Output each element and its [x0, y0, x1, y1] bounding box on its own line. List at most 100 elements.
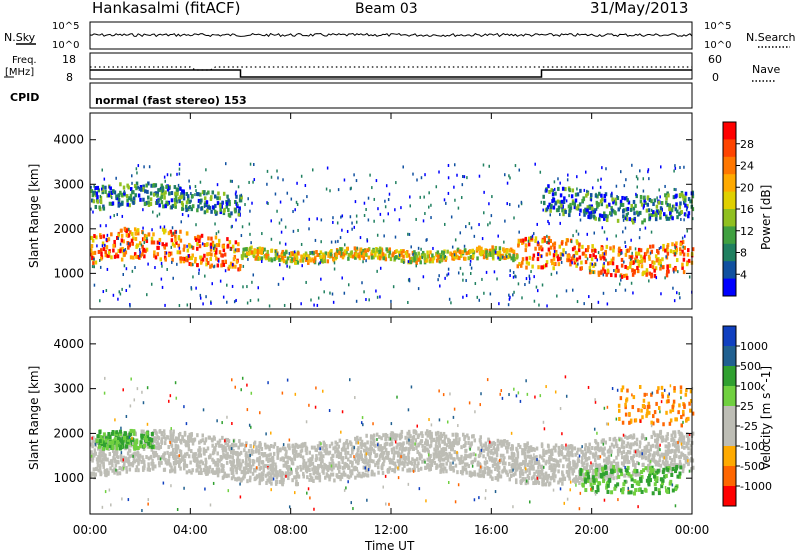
power-cell: [651, 244, 655, 249]
velocity-cell: [187, 443, 190, 448]
velocity-cell: [99, 472, 103, 477]
velocity-cell: [458, 437, 461, 442]
power-cell: [282, 277, 285, 281]
power-cell: [496, 252, 500, 257]
power-cell: [646, 202, 650, 207]
power-cell: [343, 249, 347, 254]
power-cell: [614, 211, 617, 216]
velocity-cell: [406, 462, 409, 467]
velocity-cell: [521, 469, 524, 474]
power-cell: [131, 241, 134, 246]
velocity-cell: [634, 440, 637, 445]
velocity-cell: [105, 468, 109, 473]
velocity-cell: [544, 461, 548, 466]
velocity-cell: [137, 468, 140, 473]
power-cell: [158, 241, 161, 245]
velocity-cell: [204, 460, 208, 465]
power-cell: [186, 258, 189, 263]
power-cell: [536, 257, 540, 262]
power-cell: [594, 210, 597, 214]
velocity-cell: [394, 436, 398, 441]
velocity-cell: [171, 447, 175, 452]
velocity-cell: [496, 477, 500, 482]
power-cell: [94, 260, 98, 265]
velocity-cell: [359, 436, 362, 441]
power-cell: [115, 176, 117, 180]
power-cell: [601, 166, 603, 170]
velocity-cell: [530, 448, 533, 453]
power-cell: [570, 256, 574, 261]
power-cell: [531, 264, 534, 269]
power-cell: [649, 216, 652, 220]
power-cell: [99, 299, 101, 303]
velocity-cell: [270, 475, 273, 480]
power-cell: [143, 241, 146, 245]
power-cell: [635, 175, 638, 179]
velocity-cell: [554, 463, 557, 468]
power-cell: [559, 212, 561, 216]
velocity-cell: [232, 443, 236, 448]
velocity-cell: [226, 443, 230, 448]
power-cell: [135, 244, 138, 249]
velocity-cell: [656, 433, 659, 438]
velocity-cell: [232, 467, 235, 472]
velocity-cell: [356, 435, 359, 440]
power-cell: [623, 196, 627, 201]
velocity-cell: [167, 445, 170, 450]
power-cell: [156, 240, 160, 245]
velocity-cell: [654, 462, 658, 467]
range-tick-label: 3000: [53, 177, 84, 191]
power-cell: [123, 226, 127, 231]
velocity-cell: [528, 471, 531, 476]
power-cell: [213, 265, 215, 269]
velocity-cell: [596, 463, 599, 468]
power-cell: [573, 202, 576, 207]
freq-label-1: Freq.: [12, 55, 37, 66]
power-cell: [186, 194, 190, 199]
power-cell: [639, 254, 643, 259]
power-cell: [576, 187, 578, 191]
velocity-cell: [337, 461, 341, 466]
velocity-cell: [213, 447, 216, 452]
velocity-cell: [90, 471, 94, 476]
power-cell: [435, 253, 439, 258]
velocity-cell: [257, 444, 261, 449]
velocity-cell: [616, 461, 620, 466]
velocity-cell: [221, 435, 224, 440]
power-cell: [588, 295, 590, 299]
velocity-cell: [328, 466, 332, 471]
power-cell: [286, 264, 288, 268]
velocity-cell: [485, 447, 489, 452]
velocity-cell: [337, 450, 340, 455]
power-cell: [666, 251, 670, 256]
power-cell: [671, 242, 674, 247]
velocity-cell: [670, 433, 673, 438]
velocity-cell: [330, 461, 333, 466]
power-cell: [681, 240, 685, 245]
velocity-cell: [318, 445, 321, 450]
velocity-cell: [92, 453, 96, 458]
power-cell: [171, 257, 174, 262]
velocity-cell: [377, 470, 380, 475]
velocity-cell: [135, 465, 139, 470]
velocity-cell: [606, 474, 609, 479]
power-cell: [355, 179, 358, 183]
power-cell: [153, 250, 156, 255]
power-cell: [108, 201, 112, 206]
power-cell: [276, 209, 278, 213]
velocity-cell: [346, 450, 350, 455]
velocity-cell: [435, 454, 438, 459]
velocity-cell: [258, 459, 261, 464]
power-cell: [249, 246, 252, 251]
velocity-cell: [302, 471, 305, 476]
power-cell: [353, 173, 355, 177]
power-cell: [96, 195, 99, 200]
power-cell: [410, 245, 412, 249]
velocity-cell: [528, 460, 531, 465]
velocity-cell: [392, 453, 396, 458]
power-cell: [508, 248, 512, 253]
velocity-cell: [260, 471, 264, 476]
velocity-cell: [690, 457, 693, 462]
power-cell: [278, 257, 281, 262]
power-cell: [113, 254, 117, 259]
